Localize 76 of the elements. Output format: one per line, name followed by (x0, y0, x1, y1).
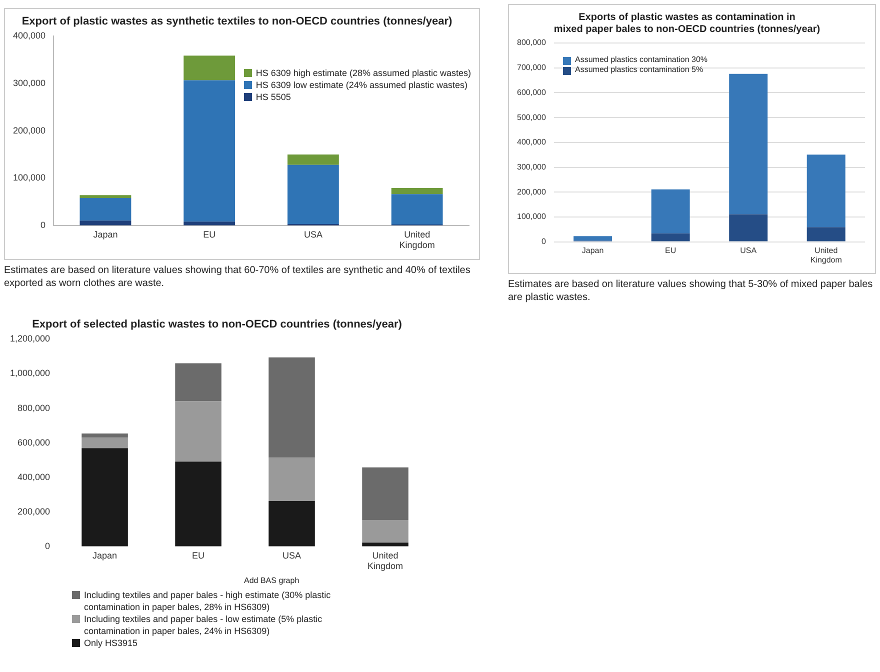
x-tick-label: Japan (92, 550, 118, 560)
bar (80, 220, 132, 226)
x-tick-label: EU (665, 246, 676, 255)
y-tick-label: 0 (541, 237, 546, 246)
x-tick-label: United Kingdom (810, 246, 842, 264)
legend-label: Including textiles and paper bales - high estimate (30% plastic contamination in paper bales, 28% in HS6309) (84, 589, 332, 613)
x-tick-label: Japan (93, 229, 118, 240)
y-tick-label: 100,000 (12, 172, 46, 183)
bar (729, 214, 768, 242)
y-tick-label: 600,000 (516, 88, 546, 97)
y-tick-label: 1,000,000 (10, 368, 50, 378)
bar (806, 227, 846, 242)
chart-title: Export of selected plastic wastes to non-OECD countries (tonnes/year) (32, 318, 402, 331)
bar (184, 56, 236, 80)
bar (82, 438, 128, 448)
bar (82, 433, 128, 438)
bar (287, 164, 339, 224)
legend-label: Only HS3915 (84, 637, 138, 649)
bar (80, 198, 132, 221)
y-tick-label: 800,000 (17, 402, 50, 413)
y-tick-label: 0 (40, 220, 46, 230)
y-tick-label: 300,000 (516, 162, 546, 172)
bar (362, 542, 408, 546)
legend-label: HS 6309 high estimate (28% assumed plastic wastes) (256, 67, 471, 79)
bar (175, 401, 222, 462)
legend-label: Assumed plastics contamination 30% (575, 55, 708, 65)
bar (362, 467, 408, 520)
chart-title: Exports of plastic wastes as contamination in mixed paper bales to non-OECD countries (tonnes/year) (554, 12, 820, 35)
y-tick-label: 400,000 (17, 472, 50, 482)
bar (806, 154, 846, 228)
bar (391, 188, 443, 194)
bar (729, 74, 768, 214)
bar (362, 520, 408, 543)
bar (184, 222, 236, 226)
y-tick-label: 300,000 (12, 78, 46, 88)
bar (268, 458, 315, 501)
y-tick-label: 400,000 (516, 138, 546, 147)
bar (175, 462, 222, 546)
bar (287, 154, 339, 165)
x-tick-label: EU (203, 229, 216, 240)
legend-label: Including textiles and paper bales - low estimate (5% plastic contamination in paper bales, 24% in HS6309) (84, 613, 324, 637)
bar (184, 80, 236, 222)
legend-label: HS 5505 (256, 91, 291, 103)
x-tick-label: USA (740, 246, 758, 255)
y-tick-label: 400,000 (12, 30, 46, 41)
bar (175, 363, 222, 402)
legend-label: HS 6309 low estimate (24% assumed plastic wastes) (256, 79, 468, 91)
text: Estimates are based on literature values showing that 5-30% of mixed paper bales are plastic wastes. (508, 278, 874, 304)
bar (651, 189, 690, 234)
y-tick-label: 700,000 (516, 63, 546, 72)
bar (82, 448, 128, 546)
y-tick-label: 0 (45, 540, 50, 551)
chart-title: Export of plastic wastes as synthetic textiles to non-OECD countries (tonnes/year) (22, 16, 452, 28)
x-tick-label: USA (282, 550, 302, 560)
bar (391, 194, 443, 224)
y-tick-label: 200,000 (17, 506, 50, 516)
x-tick-label: United Kingdom (367, 550, 404, 572)
y-tick-label: 500,000 (516, 112, 546, 122)
x-tick-label: United Kingdom (399, 229, 435, 250)
bar (651, 233, 690, 242)
y-tick-label: 200,000 (516, 187, 546, 196)
bar (80, 195, 132, 198)
x-tick-label: Japan (582, 246, 604, 255)
y-tick-label: 600,000 (17, 437, 50, 448)
y-tick-label: 200,000 (12, 125, 46, 136)
y-tick-label: 800,000 (516, 38, 546, 48)
bar (574, 236, 612, 241)
legend-label: Assumed plastics contamination 5% (575, 65, 704, 75)
y-tick-label: 1,200,000 (10, 334, 50, 344)
bar (268, 500, 315, 546)
x-tick-label: USA (304, 229, 322, 240)
bar (268, 357, 315, 458)
y-tick-label: 100,000 (516, 212, 546, 222)
text: Estimates are based on literature values showing that 60-70% of textiles are synthetic and 40% of textiles exported as worn clothes are waste. (4, 264, 472, 290)
x-tick-label: EU (192, 550, 205, 560)
text: Add BAS graph (243, 575, 300, 587)
